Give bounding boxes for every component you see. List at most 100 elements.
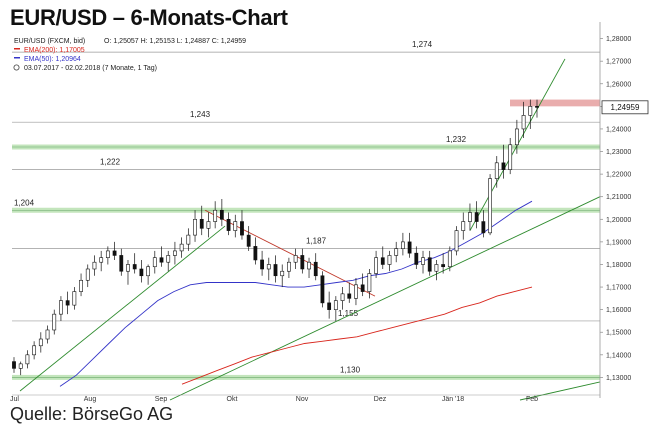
y-tick-label: 1,26000	[606, 81, 631, 88]
candle-body	[488, 178, 492, 234]
ema50-line	[59, 200, 533, 387]
trendline-long	[169, 196, 601, 401]
y-tick-label: 1,21000	[606, 194, 631, 201]
candle-body	[206, 221, 211, 229]
candle-body	[414, 252, 419, 265]
candle-body	[213, 209, 218, 222]
candle-body	[260, 259, 264, 270]
legend-instrument: EUR/USD (FXCM, bid)	[14, 38, 85, 45]
candle-body	[85, 268, 90, 281]
x-tick-label: Sep	[155, 396, 168, 403]
level-label: 1,187	[306, 237, 327, 246]
candle-body	[521, 115, 526, 130]
trend-lines	[19, 58, 601, 401]
candle-body	[360, 284, 365, 292]
candle-body	[273, 264, 278, 277]
candle-body	[421, 257, 425, 265]
source-credit: Quelle: BörseGo AG	[10, 404, 174, 424]
candle-body	[280, 270, 285, 277]
last-price-marker: 1,24959	[601, 100, 649, 115]
legend-period: 03.07.2017 - 02.02.2018 (7 Monate, 1 Tag…	[24, 65, 157, 72]
candle-body	[166, 255, 171, 263]
candle-body	[240, 221, 244, 236]
candle-body	[18, 363, 23, 369]
legend: EUR/USD (FXCM, bid) O: 1,25057 H: 1,2515…	[13, 38, 246, 72]
candle-body	[340, 293, 345, 301]
candle-body	[199, 218, 204, 229]
candle-body	[266, 264, 271, 270]
ema50-swatch	[14, 57, 20, 59]
candle-body	[79, 279, 83, 292]
candle-body	[441, 264, 446, 268]
y-tick-label: 1,27000	[606, 59, 631, 66]
candle-body	[535, 106, 539, 108]
candle-body	[233, 221, 238, 231]
candle-body	[514, 128, 519, 146]
clock-icon	[13, 64, 20, 71]
candle-body	[159, 257, 164, 263]
level-label: 1,243	[190, 110, 211, 119]
candle-body	[307, 261, 311, 270]
y-tick-label: 1,18000	[606, 262, 631, 269]
candle-body	[65, 300, 70, 306]
candle-body	[347, 293, 352, 299]
y-tick-label: 1,16000	[606, 307, 631, 314]
y-tick-label: 1,23000	[606, 149, 631, 156]
level-label: 1,204	[14, 198, 35, 207]
y-tick-label: 1,17000	[606, 285, 631, 292]
candle-body	[139, 268, 144, 277]
candle-body	[400, 241, 405, 249]
candle-body	[427, 257, 432, 272]
candle-body	[374, 257, 378, 274]
x-tick-label: Okt	[227, 396, 238, 403]
candle-body	[313, 261, 318, 277]
x-tick-label: Dez	[374, 396, 387, 403]
candle-body	[246, 234, 251, 247]
resistance-zone	[510, 99, 600, 107]
x-tick-label: Nov	[296, 396, 309, 403]
candle-body	[394, 248, 399, 256]
downtrend-line	[204, 209, 376, 297]
x-tick-label: Aug	[84, 396, 97, 403]
level-label: 1,232	[446, 135, 467, 144]
candle-body	[528, 106, 533, 116]
candle-body	[132, 264, 137, 270]
candle-body	[219, 209, 224, 220]
candle-body	[447, 250, 452, 268]
candle-body	[112, 250, 117, 256]
legend-ema50: EMA(50): 1,20964	[24, 56, 81, 63]
level-label: 1,274	[412, 40, 433, 49]
trendline-bottom	[519, 381, 601, 401]
candle-body	[179, 243, 184, 252]
candle-body	[293, 255, 298, 263]
candle-body	[327, 302, 332, 310]
ema200-swatch	[14, 48, 20, 50]
candle-body	[92, 261, 97, 270]
moving-averages	[59, 200, 533, 387]
candle-body	[12, 361, 16, 369]
candle-body	[320, 275, 325, 304]
x-tick-label: Jul	[10, 396, 19, 403]
candle-body	[72, 291, 77, 306]
candle-body	[367, 273, 372, 292]
y-tick-label: 1,22000	[606, 172, 631, 179]
candle-body	[173, 250, 177, 256]
candle-body	[474, 212, 479, 222]
chart-title: EUR/USD – 6-Monats-Chart	[10, 5, 288, 30]
x-tick-label: Feb	[526, 396, 538, 403]
candle-body	[126, 264, 130, 272]
level-label: 1,130	[340, 365, 361, 374]
candle-body	[45, 329, 50, 340]
candle-body	[300, 255, 305, 270]
x-axis: Jul Aug Sep Okt Nov Dez Jän '18 Feb	[10, 394, 600, 403]
candle-body	[380, 257, 385, 265]
y-tick-label: 1,20000	[606, 217, 631, 224]
candle-body	[494, 162, 499, 179]
level-label: 1,222	[100, 158, 121, 167]
y-tick-label: 1,28000	[606, 36, 631, 43]
y-tick-label: 1,13000	[606, 375, 631, 382]
y-tick-label: 1,19000	[606, 239, 631, 246]
legend-ema200: EMA(200): 1,17005	[24, 47, 85, 54]
candle-body	[32, 345, 37, 356]
y-tick-label: 1,24000	[606, 126, 631, 133]
